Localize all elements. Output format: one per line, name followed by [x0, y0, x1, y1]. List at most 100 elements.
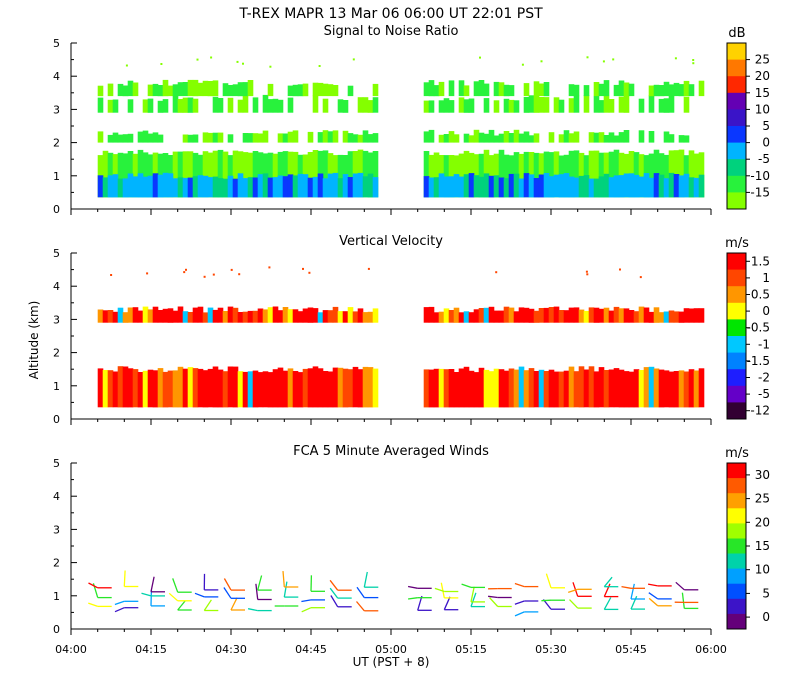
heatmap-cell: [367, 173, 374, 198]
heatmap-cell: [463, 150, 470, 198]
heatmap-cell: [372, 151, 379, 198]
colorbar-label: -12: [750, 404, 770, 418]
heatmap-cell: [157, 100, 164, 113]
snr-axes: 0 1 2 3 4 5: [53, 37, 712, 216]
x-tick-label: 05:15: [455, 643, 487, 656]
heatmap-cell: [438, 100, 445, 113]
heatmap-cell: [202, 80, 209, 97]
heatmap-cell: [648, 366, 655, 408]
heatmap-cell: [638, 130, 645, 143]
colorbar-swatch: [727, 463, 746, 479]
colorbar-swatch: [727, 613, 746, 630]
heatmap-cell: [448, 131, 455, 143]
heatmap-cell: [618, 96, 625, 113]
heatmap-cell: [683, 135, 690, 143]
heatmap-cell: [307, 131, 314, 143]
heatmap-cell: [112, 371, 119, 408]
heatmap-cell: [563, 130, 570, 143]
heatmap-cell: [242, 178, 249, 198]
heatmap-speck: [146, 272, 149, 275]
heatmap-cell: [483, 173, 490, 198]
heatmap-cell: [132, 369, 139, 408]
heatmap-cell: [312, 366, 319, 408]
heatmap-cell: [578, 175, 585, 198]
heatmap-cell: [593, 150, 600, 198]
heatmap-cell: [563, 310, 570, 323]
heatmap-cell: [523, 173, 530, 198]
heatmap-cell: [237, 99, 244, 113]
heatmap-cell: [553, 306, 560, 323]
wind-barb: [114, 607, 125, 613]
wind-barb: [172, 578, 179, 593]
heatmap-speck: [367, 267, 370, 270]
heatmap-cell: [608, 99, 615, 113]
heatmap-cell: [433, 85, 440, 97]
heatmap-cell: [327, 173, 334, 198]
heatmap-cell: [177, 151, 184, 198]
velocity-axes: 0 1 2 3 4 5: [53, 247, 712, 426]
heatmap-cell: [538, 369, 545, 408]
heatmap-cell: [292, 151, 299, 198]
heatmap-cell: [523, 370, 530, 408]
heatmap-cell: [548, 369, 555, 408]
heatmap-cell: [167, 308, 174, 323]
heatmap-cell: [613, 306, 620, 323]
heatmap-cell: [162, 371, 169, 408]
heatmap-cell: [272, 153, 279, 198]
heatmap-cell: [603, 135, 610, 143]
colorbar-label: 15: [755, 539, 770, 553]
heatmap-cell: [312, 95, 319, 113]
heatmap-cell: [623, 371, 630, 408]
heatmap-cell: [618, 369, 625, 408]
heatmap-cell: [538, 97, 545, 113]
heatmap-cell: [678, 175, 685, 198]
heatmap-cell: [653, 173, 660, 198]
wind-barb: [282, 571, 285, 588]
heatmap-cell: [112, 132, 119, 143]
heatmap-cell: [342, 311, 349, 323]
heatmap-cell: [292, 130, 299, 143]
colorbar-swatch: [727, 493, 746, 509]
heatmap-cell: [648, 153, 655, 198]
heatmap-cell: [653, 84, 660, 97]
heatmap-cell: [347, 151, 354, 198]
heatmap-cell: [568, 176, 575, 198]
heatmap-cell: [528, 308, 535, 323]
heatmap-cell: [593, 307, 600, 323]
heatmap-speck: [612, 58, 615, 61]
colorbar-swatch: [727, 478, 746, 494]
heatmap-cell: [503, 98, 510, 113]
heatmap-cell: [267, 152, 274, 198]
winds-panel-title: FCA 5 Minute Averaged Winds: [293, 444, 489, 459]
heatmap-cell: [237, 371, 244, 408]
heatmap-cell: [528, 174, 535, 198]
heatmap-cell: [598, 100, 605, 113]
heatmap-cell: [493, 368, 500, 408]
heatmap-cell: [443, 176, 450, 198]
wind-barb: [569, 599, 579, 609]
heatmap-cell: [648, 177, 655, 198]
heatmap-cell: [533, 152, 540, 198]
heatmap-cell: [508, 173, 515, 198]
heatmap-cell: [633, 311, 640, 323]
heatmap-cell: [513, 173, 520, 198]
heatmap-speck: [495, 271, 498, 274]
heatmap-cell: [187, 312, 194, 323]
heatmap-cell: [102, 310, 109, 323]
heatmap-cell: [177, 306, 184, 323]
heatmap-cell: [257, 174, 264, 198]
heatmap-cell: [653, 307, 660, 323]
wind-barb: [408, 597, 418, 600]
heatmap-cell: [252, 370, 259, 408]
heatmap-cell: [698, 308, 705, 323]
heatmap-cell: [187, 97, 194, 113]
heatmap-cell: [603, 95, 610, 113]
heatmap-cell: [673, 371, 680, 408]
heatmap-cell: [578, 309, 585, 323]
heatmap-cell: [162, 308, 169, 323]
heatmap-cell: [137, 372, 144, 408]
heatmap-cell: [458, 368, 465, 408]
heatmap-cell: [493, 175, 500, 198]
heatmap-cell: [613, 149, 620, 198]
